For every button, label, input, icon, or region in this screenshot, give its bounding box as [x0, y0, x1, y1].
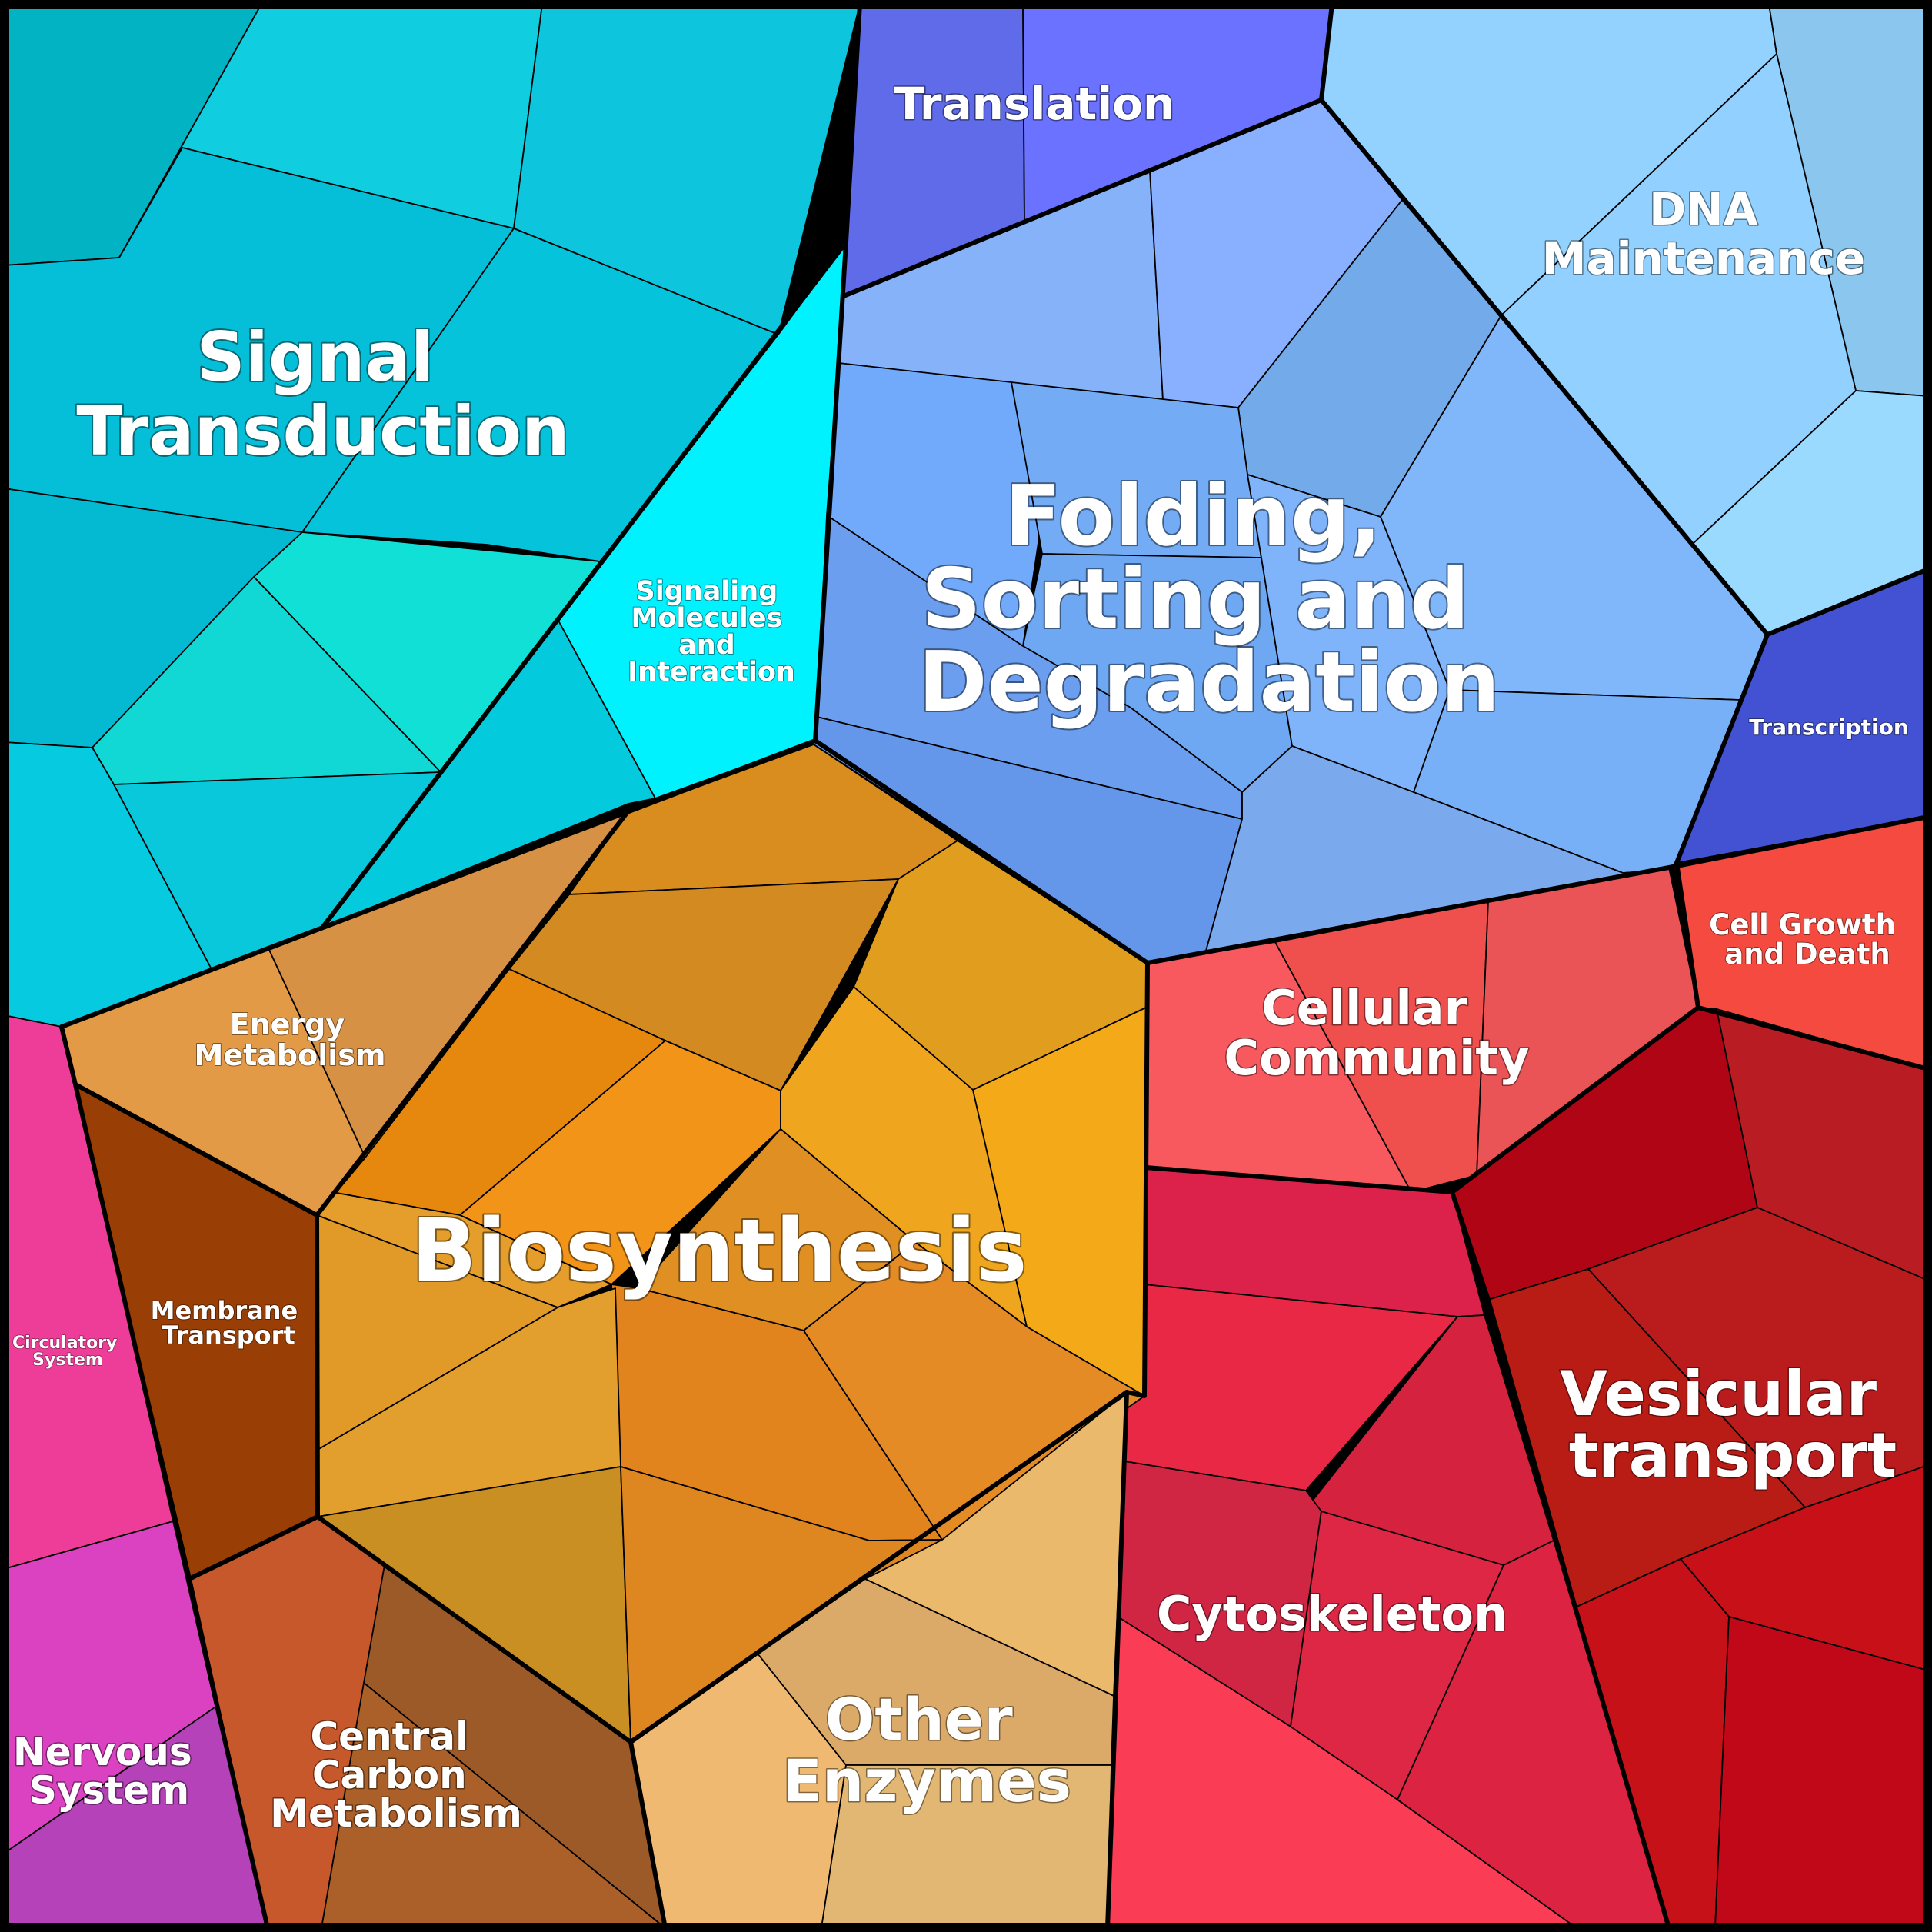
border-line [321, 240, 848, 929]
region-biosynthesis[interactable] [316, 744, 1148, 1743]
label-circulatory-system: Circulatory System [12, 1334, 123, 1370]
label-energy-metabolism: Energy Metabolism [195, 1008, 386, 1072]
region-folding-sorting[interactable] [813, 99, 1768, 964]
border-line [73, 1082, 270, 1930]
border-line [1105, 1390, 1129, 1930]
cell [301, 228, 779, 562]
cell [803, 1241, 1145, 1541]
region-signal-transduction[interactable] [3, 3, 861, 1028]
label-vesicular-transport: Vesicular transport [1560, 1358, 1898, 1491]
region-cytoskeleton[interactable] [1107, 1168, 1670, 1929]
border-line [1674, 632, 1770, 865]
label-signaling-molecules: Signaling Molecules and Interaction [628, 576, 795, 688]
label-other-enzymes: Other Enzymes [782, 1685, 1071, 1815]
cell [459, 1040, 781, 1285]
label-membrane-transport: Membrane Transport [151, 1296, 307, 1350]
label-nervous-system: Nervous System [13, 1730, 205, 1813]
border-line [1450, 1190, 1671, 1930]
region-central-carbon[interactable] [190, 1516, 666, 1929]
label-transcription: Transcription [1749, 715, 1909, 740]
label-signal-transduction: Signal Transduction [76, 318, 569, 471]
border-line [315, 811, 629, 1217]
cell [1714, 1616, 1929, 1929]
border-line [1145, 814, 1930, 965]
border-line [188, 1514, 320, 1581]
label-central-carbon: Central Carbon Metabolism [270, 1714, 522, 1836]
label-folding-sorting: Folding, Sorting and Degradation [918, 468, 1500, 731]
label-cell-growth: Cell Growth and Death [1709, 908, 1906, 971]
label-biosynthesis: Biosynthesis [411, 1201, 1027, 1301]
label-cytoskeleton: Cytoskeleton [1157, 1586, 1507, 1642]
region-vesicular-transport[interactable] [1451, 1007, 1929, 1929]
label-cellular-community: Cellular Community [1224, 980, 1530, 1086]
label-translation: Translation [894, 78, 1175, 130]
region-other-enzymes[interactable] [630, 1391, 1128, 1929]
label-dna-maintenance: DNA Maintenance [1542, 183, 1866, 285]
